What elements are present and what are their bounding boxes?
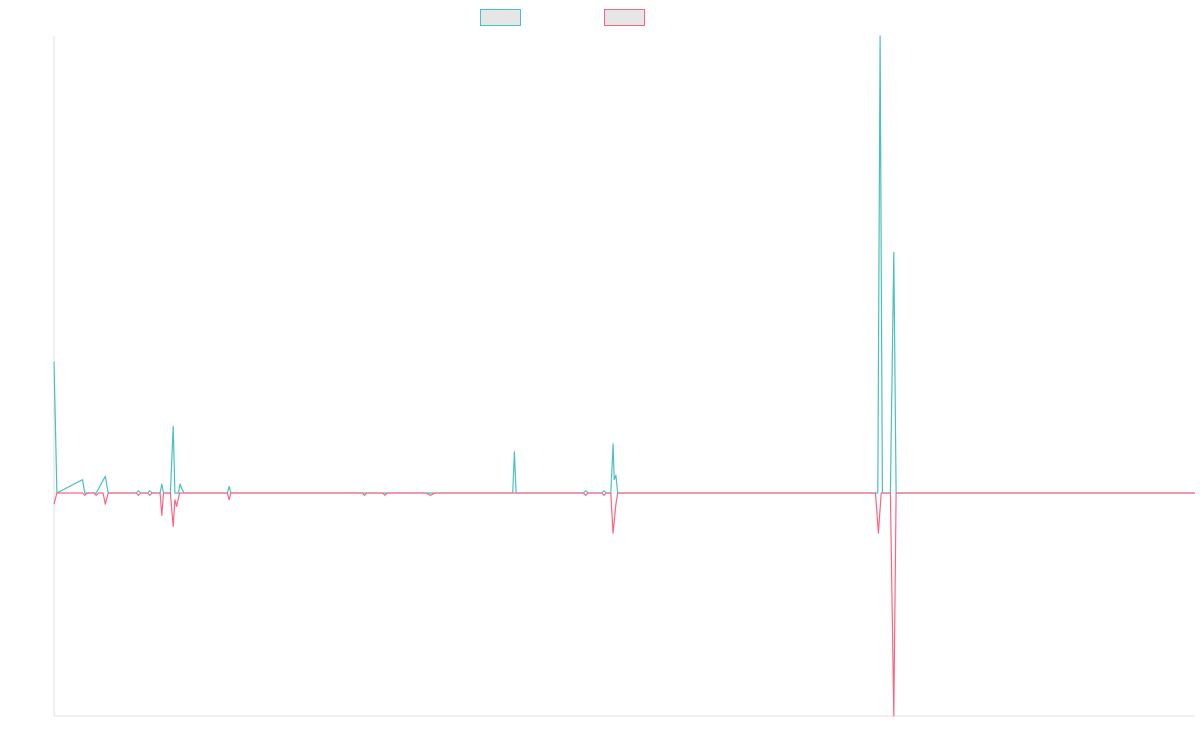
series-line-2 xyxy=(53,492,1195,717)
legend xyxy=(480,9,645,26)
legend-swatch-1[interactable] xyxy=(480,9,521,26)
axes xyxy=(53,36,1195,717)
series-line-1 xyxy=(53,35,1195,494)
plot-area xyxy=(53,35,1195,717)
legend-swatch-2[interactable] xyxy=(604,9,645,26)
